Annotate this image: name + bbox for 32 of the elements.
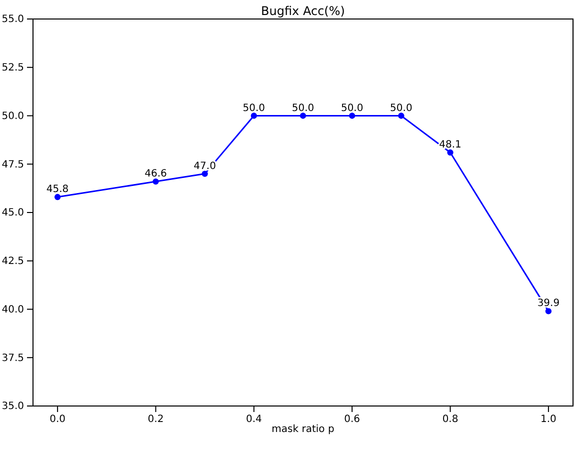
x-tick-label: 0.6 bbox=[344, 414, 360, 426]
y-tick-label: 45.0 bbox=[2, 208, 24, 219]
y-tick-label: 35.0 bbox=[2, 401, 24, 412]
data-label: 50.0 bbox=[242, 102, 266, 114]
data-label: 50.0 bbox=[340, 102, 364, 114]
point bbox=[349, 112, 356, 119]
y-tick-label: 47.5 bbox=[2, 159, 24, 170]
data-label: 50.0 bbox=[292, 102, 314, 114]
x-tick-label: 0.2 bbox=[148, 414, 164, 426]
point bbox=[398, 112, 404, 119]
y-tick-label: 37.5 bbox=[2, 352, 24, 364]
y-tick-label: 40.0 bbox=[2, 304, 24, 316]
x-axis-title: mask ratio p bbox=[272, 424, 334, 435]
data-label: 46.6 bbox=[144, 168, 167, 180]
data-label: 50.0 bbox=[390, 102, 412, 114]
y-tick-label: 55.0 bbox=[2, 14, 24, 26]
x-tick-label: 0.8 bbox=[442, 414, 458, 426]
y-tick-label: 50.0 bbox=[2, 110, 24, 122]
point bbox=[54, 194, 61, 200]
x-tick-label: 1.0 bbox=[540, 414, 556, 426]
y-tick-label: 42.5 bbox=[2, 256, 24, 268]
point bbox=[152, 178, 159, 185]
point bbox=[250, 112, 257, 119]
chart-title: Bugfix Acc(%) bbox=[261, 4, 345, 18]
x-tick-label: 0.4 bbox=[246, 414, 262, 426]
data-label: 45.8 bbox=[46, 184, 69, 196]
point bbox=[300, 112, 306, 119]
y-tick-label: 52.5 bbox=[2, 62, 24, 74]
x-tick-label: 0.0 bbox=[50, 414, 66, 426]
point bbox=[545, 308, 552, 314]
point bbox=[447, 149, 454, 156]
point bbox=[202, 170, 208, 177]
